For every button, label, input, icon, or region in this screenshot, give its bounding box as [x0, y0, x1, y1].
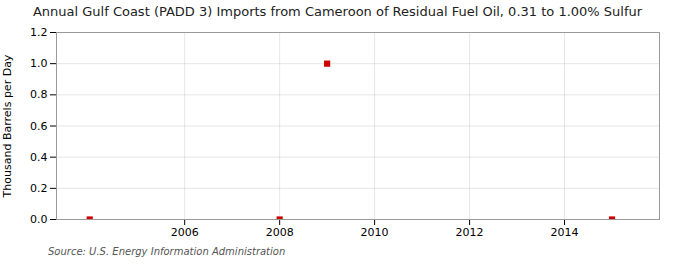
- svg-text:2008: 2008: [266, 226, 294, 239]
- svg-text:0.2: 0.2: [30, 182, 48, 195]
- html-text:Source: U.S. Energy Informatio: Source: U.S. Energy Information Administ…: [48, 246, 286, 257]
- html-text:Annual Gulf Coast (PADD 3) Imp: Annual Gulf Coast (PADD 3) Imports from …: [32, 4, 643, 19]
- svg-text:1.0: 1.0: [30, 57, 48, 70]
- svg-text:0.6: 0.6: [30, 120, 48, 133]
- svg-text:1.2: 1.2: [30, 26, 48, 39]
- svg-text:Thousand Barrels per Day: Thousand Barrels per Day: [1, 54, 14, 198]
- svg-text:0.8: 0.8: [30, 88, 48, 101]
- svg-text:2006: 2006: [171, 226, 199, 239]
- svg-text:2012: 2012: [456, 226, 484, 239]
- svg-text:0.0: 0.0: [30, 213, 48, 226]
- svg-text:2014: 2014: [551, 226, 579, 239]
- svg-text:2010: 2010: [361, 226, 389, 239]
- svg-text:0.4: 0.4: [30, 151, 48, 164]
